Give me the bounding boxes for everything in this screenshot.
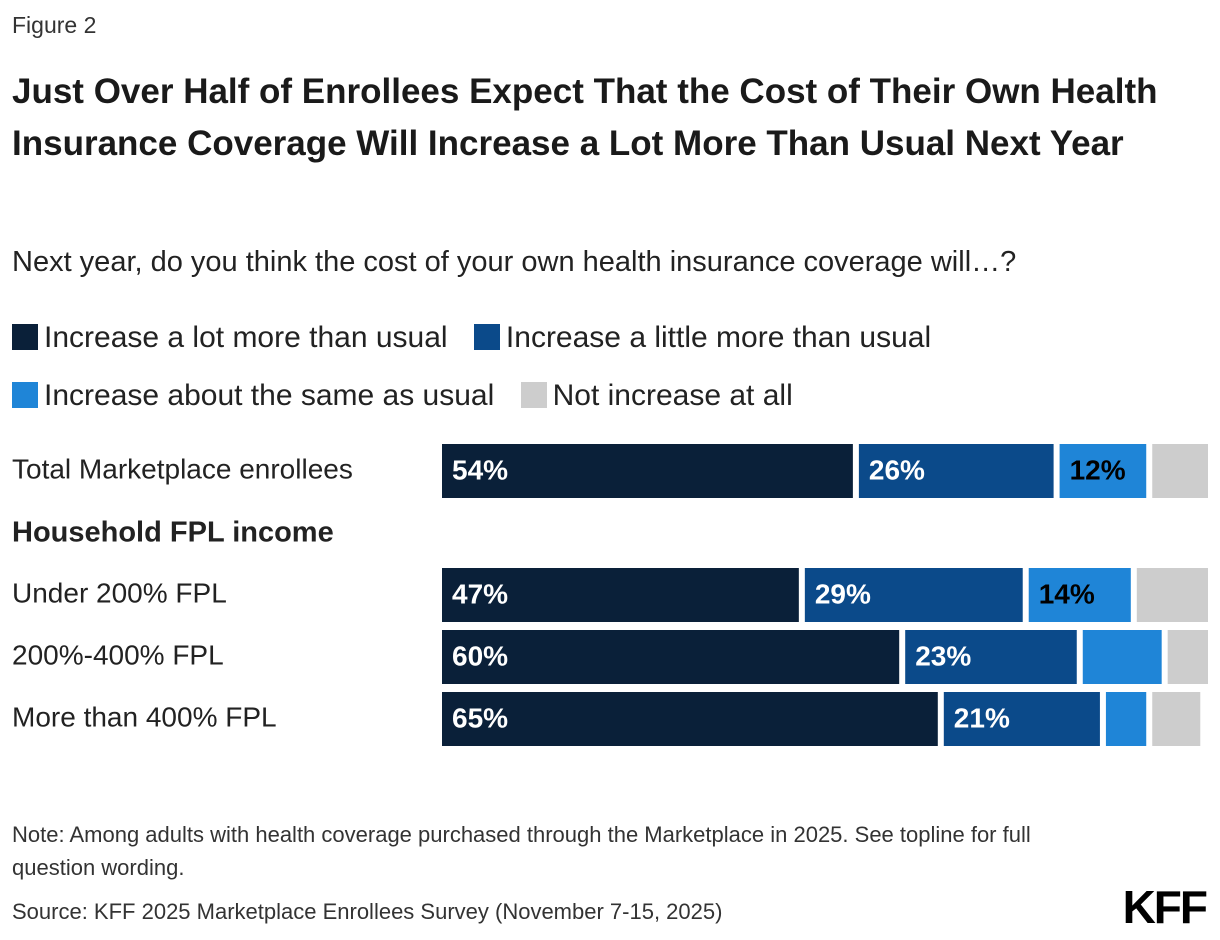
bar-segment bbox=[943, 692, 1100, 746]
bar-segment bbox=[1167, 630, 1208, 684]
category-label: 200%-400% FPL bbox=[12, 639, 224, 670]
legend-label: Not increase at all bbox=[552, 379, 793, 412]
bar-segment bbox=[858, 444, 1054, 498]
bar-segment bbox=[442, 444, 853, 498]
note: Note: Among adults with health coverage … bbox=[12, 822, 1031, 880]
data-label: 65% bbox=[452, 702, 508, 733]
data-label: 26% bbox=[869, 454, 925, 485]
bar-segment bbox=[804, 568, 1023, 622]
bar-segment bbox=[442, 692, 938, 746]
category-label: Under 200% FPL bbox=[12, 577, 227, 608]
figure-label: Figure 2 bbox=[12, 12, 97, 38]
legend: Increase a lot more than usual Increase … bbox=[12, 309, 1212, 425]
bar-segment bbox=[442, 630, 900, 684]
category-label: Total Marketplace enrollees bbox=[12, 453, 353, 484]
data-label: 47% bbox=[452, 578, 508, 609]
bar-segment bbox=[1152, 444, 1208, 498]
bar-segment bbox=[442, 568, 799, 622]
legend-item: Increase about the same as usual bbox=[12, 379, 494, 412]
data-label: 60% bbox=[452, 640, 508, 671]
bar-segment bbox=[905, 630, 1077, 684]
data-label: 23% bbox=[915, 640, 971, 671]
legend-swatch bbox=[12, 382, 38, 408]
bar-segment bbox=[1082, 630, 1162, 684]
data-label: 14% bbox=[1039, 578, 1095, 609]
legend-label: Increase a little more than usual bbox=[505, 321, 932, 354]
source: Source: KFF 2025 Marketplace Enrollees S… bbox=[12, 899, 723, 924]
legend-item: Not increase at all bbox=[520, 379, 793, 412]
data-label: 29% bbox=[815, 578, 871, 609]
bar-segment bbox=[1105, 692, 1147, 746]
legend-swatch bbox=[12, 324, 38, 350]
legend-swatch bbox=[520, 382, 547, 408]
data-label: 54% bbox=[452, 454, 508, 485]
group-heading: Household FPL income bbox=[12, 517, 334, 549]
legend-item: Increase a little more than usual bbox=[473, 321, 932, 354]
bar-segment bbox=[1059, 444, 1147, 498]
category-label: More than 400% FPL bbox=[12, 701, 277, 732]
legend-label: Increase a lot more than usual bbox=[44, 321, 448, 354]
data-label: 12% bbox=[1070, 454, 1126, 485]
bar-segment bbox=[1152, 692, 1201, 746]
bar-segment bbox=[1136, 568, 1208, 622]
legend-item: Increase a lot more than usual bbox=[12, 321, 448, 354]
legend-label: Increase about the same as usual bbox=[44, 379, 495, 412]
bar-segment bbox=[1028, 568, 1131, 622]
chart-subtitle: Next year, do you think the cost of your… bbox=[12, 246, 1017, 278]
chart-title: Just Over Half of Enrollees Expect That … bbox=[12, 72, 1158, 163]
legend-swatch bbox=[473, 324, 500, 350]
logo: KFF bbox=[1122, 881, 1208, 933]
data-label: 21% bbox=[954, 702, 1010, 733]
